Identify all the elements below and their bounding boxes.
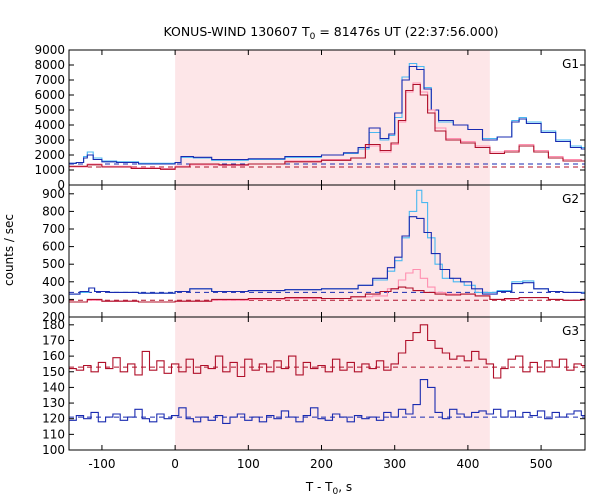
y-tick-label: 3000 [34, 133, 65, 147]
series-line-pink [69, 82, 585, 170]
x-axis-label-prefix: T - T [305, 480, 333, 494]
x-tick-label: 400 [456, 457, 479, 471]
shaded-interval [175, 317, 490, 450]
chart-title: KONUS-WIND 130607 T0 = 81476s UT (22:37:… [163, 24, 498, 42]
x-axis-label: T - T0, s [305, 480, 352, 497]
y-tick-label: 140 [42, 380, 65, 394]
y-tick-label: 2000 [34, 148, 65, 162]
panel-label: G2 [562, 192, 579, 206]
chart-title-prefix: KONUS-WIND 130607 T [163, 24, 309, 39]
series-line-light-blue [69, 62, 585, 164]
x-tick-label: 0 [171, 457, 179, 471]
panel-g2: 200 300 400 500 600 700 800 900 G2 [42, 184, 586, 324]
panel-frame [68, 316, 586, 451]
series-line-dark-red [69, 286, 585, 303]
y-tick-label: 900 [42, 187, 65, 201]
series-line-dark-red [69, 83, 585, 170]
y-tick-label: 200 [42, 310, 65, 324]
y-tick-label: 600 [42, 240, 65, 254]
series-line-dark-blue [69, 379, 585, 424]
x-axis-label-subscript: 0 [333, 487, 339, 497]
y-tick-label: 110 [42, 427, 65, 441]
y-tick-label: 0 [57, 178, 65, 192]
y-tick-label: 8000 [34, 58, 65, 72]
chart-title-subscript: 0 [310, 32, 316, 42]
y-tick-label: 700 [42, 222, 65, 236]
y-tick-label: 800 [42, 204, 65, 218]
panel-label: G3 [562, 324, 579, 338]
plot-layer: 0100020003000400050006000700080009000G12… [34, 43, 586, 471]
y-tick-label: 300 [42, 292, 65, 306]
y-tick-label: 100 [42, 443, 65, 457]
y-tick-label: 170 [42, 333, 65, 347]
y-tick-label: 130 [42, 396, 65, 410]
y-tick-label: 5000 [34, 103, 65, 117]
series-line-dark-blue [69, 65, 585, 165]
series-line-dark-blue [69, 216, 585, 295]
y-tick-label: 120 [42, 412, 65, 426]
y-tick-label: 1000 [34, 163, 65, 177]
y-axis-label: counts / sec [2, 214, 16, 286]
x-tick-label: -100 [88, 457, 115, 471]
y-tick-label: 7000 [34, 73, 65, 87]
x-tick-label: 300 [383, 457, 406, 471]
y-tick-label: 500 [42, 257, 65, 271]
shaded-interval [175, 185, 490, 317]
x-tick-label: 200 [310, 457, 333, 471]
x-tick-label: 100 [237, 457, 260, 471]
chart-title-suffix: = 81476s UT (22:37:56.000) [315, 24, 498, 39]
y-tick-label: 4000 [34, 118, 65, 132]
x-axis-label-suffix: , s [338, 480, 352, 494]
series-line-dark-red [69, 324, 585, 379]
y-tick-label: 150 [42, 365, 65, 379]
panel-label: G1 [562, 57, 579, 71]
y-tick-label: 400 [42, 275, 65, 289]
y-tick-label: 180 [42, 318, 65, 332]
y-tick-label: 9000 [34, 43, 65, 57]
y-tick-label: 6000 [34, 88, 65, 102]
y-tick-label: 160 [42, 349, 65, 363]
shaded-interval [175, 50, 490, 185]
x-tick-label: 500 [530, 457, 553, 471]
